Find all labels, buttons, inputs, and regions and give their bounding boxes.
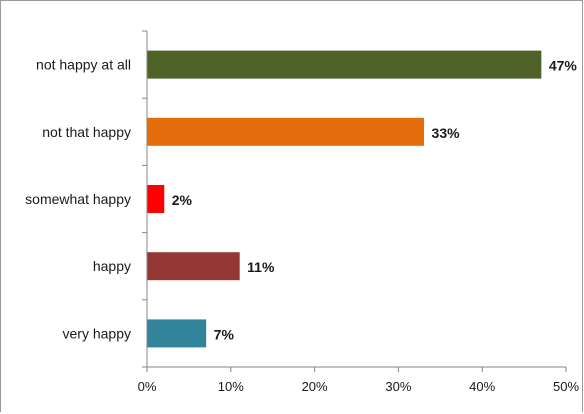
axes-layer	[142, 30, 567, 372]
category-label-happy: happy	[93, 258, 131, 274]
data-label-happy: 11%	[247, 259, 275, 275]
x-tick-label-10: 10%	[218, 379, 244, 394]
x-tick-label-40: 40%	[469, 379, 495, 394]
category-label-not-that-happy: not that happy	[42, 124, 131, 140]
category-label-not-happy-at-all: not happy at all	[36, 57, 131, 73]
x-tick-label-50: 50%	[553, 379, 579, 394]
data-label-not-that-happy: 33%	[432, 125, 461, 141]
data-label-somewhat-happy: 2%	[172, 192, 193, 208]
x-tick-label-30: 30%	[385, 379, 411, 394]
bars-layer	[147, 50, 542, 348]
data-label-very-happy: 7%	[214, 326, 235, 342]
x-tick-label-20: 20%	[302, 379, 328, 394]
bar-happy	[147, 252, 240, 281]
category-label-very-happy: very happy	[63, 325, 131, 341]
bar-somewhat-happy	[147, 185, 165, 213]
bar-not-that-happy	[147, 117, 425, 146]
bar-very-happy	[147, 319, 207, 348]
x-tick-label-0: 0%	[138, 379, 157, 394]
bar-not-happy-at-all	[147, 50, 542, 79]
category-label-somewhat-happy: somewhat happy	[25, 191, 131, 207]
data-label-not-happy-at-all: 47%	[549, 58, 578, 74]
labels-layer: not happy at all 47% not that happy 33% some…	[25, 57, 579, 394]
